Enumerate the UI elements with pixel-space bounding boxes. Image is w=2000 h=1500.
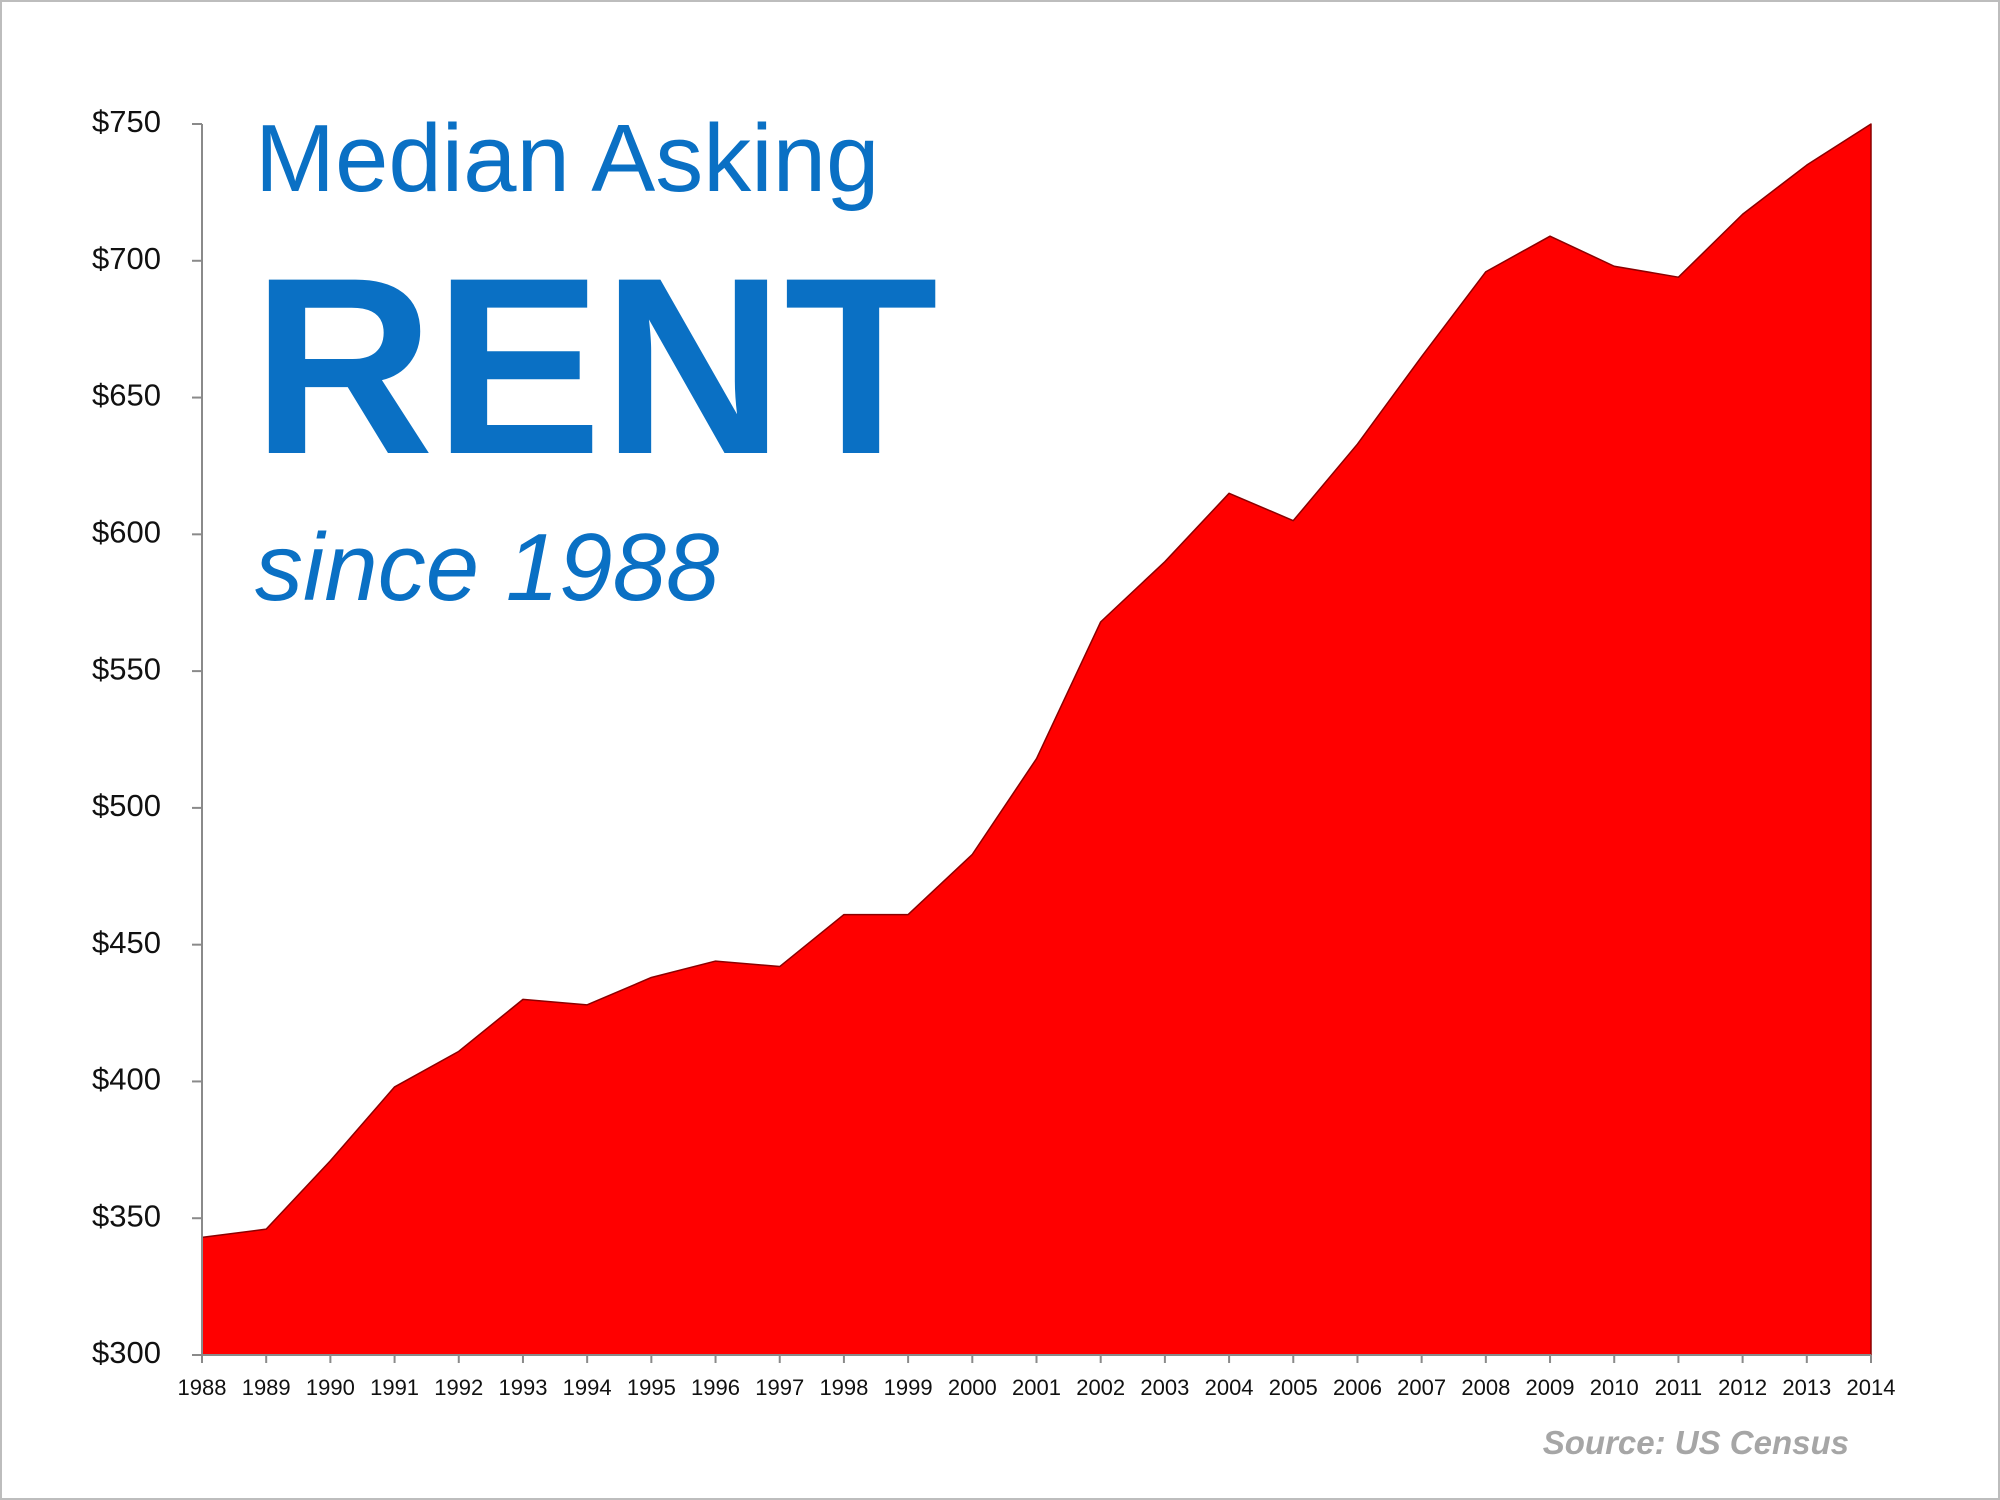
x-tick-label: 2005: [1269, 1375, 1318, 1400]
x-tick-label: 1988: [178, 1375, 227, 1400]
y-tick-label: $550: [92, 651, 161, 686]
area: [201, 123, 1872, 1356]
x-tick-label: 2003: [1140, 1375, 1189, 1400]
x-tick-label: 1994: [563, 1375, 612, 1400]
x-tick-label: 1998: [819, 1375, 868, 1400]
subtitle: since 1988: [255, 514, 719, 621]
x-tick-label: 1992: [434, 1375, 483, 1400]
y-tick-label: $350: [92, 1198, 161, 1233]
x-tick-label: 2012: [1718, 1375, 1767, 1400]
x-tick-label: 2008: [1461, 1375, 1510, 1400]
x-tick-label: 2013: [1782, 1375, 1831, 1400]
y-tick-label: $600: [92, 515, 161, 550]
y-tick-label: $400: [92, 1062, 161, 1097]
plot: $300 $350 $400 $450 $500 $550 $600 $650 $700 $750…: [92, 104, 1895, 1400]
x-tick-label: 2010: [1590, 1375, 1639, 1400]
x-tick-label: 1997: [755, 1375, 804, 1400]
x-tick-label: 1996: [691, 1375, 740, 1400]
x-tick-label: 2004: [1205, 1375, 1254, 1400]
x-tick-label: 1991: [370, 1375, 419, 1400]
chart-title: Median Asking: [255, 105, 879, 212]
x-tick-label: 2002: [1076, 1375, 1125, 1400]
x-tick-label: 2007: [1397, 1375, 1446, 1400]
y-tick-label: $700: [92, 241, 161, 276]
x-tick-label: 2009: [1526, 1375, 1575, 1400]
headline: RENT: [252, 226, 938, 507]
x-tick-label: 1995: [627, 1375, 676, 1400]
y-tick-label: $750: [92, 104, 161, 139]
x-tick-label: 2001: [1012, 1375, 1061, 1400]
y-tick-label: $300: [92, 1335, 161, 1370]
x-tick-label: 2006: [1333, 1375, 1382, 1400]
source: Source: US Census: [1543, 1424, 1849, 1461]
x-tick-label: 2000: [948, 1375, 997, 1400]
y-tick-label: $650: [92, 378, 161, 413]
x-tick-label: 1990: [306, 1375, 355, 1400]
x-tick-label: 2014: [1847, 1375, 1896, 1400]
x-tick-label: 1989: [242, 1375, 291, 1400]
x-tick-label: 1999: [884, 1375, 933, 1400]
y-tick-label: $450: [92, 925, 161, 960]
x-tick-label: 1993: [498, 1375, 547, 1400]
y-tick-label: $500: [92, 788, 161, 823]
x-tick-label: 2011: [1655, 1375, 1702, 1400]
